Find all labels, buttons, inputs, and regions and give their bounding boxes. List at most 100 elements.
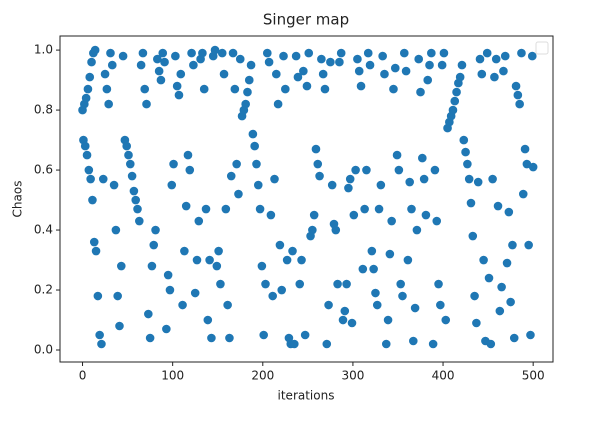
point (365, 60, 375, 70)
point (477, 69, 487, 79)
point (369, 264, 378, 274)
point (495, 306, 505, 316)
point (412, 225, 422, 235)
point (225, 333, 234, 343)
point (270, 174, 279, 184)
point (358, 264, 368, 274)
point (409, 336, 418, 346)
point (221, 204, 231, 214)
point (367, 246, 377, 256)
point (172, 81, 182, 91)
point (192, 255, 202, 265)
point (104, 99, 113, 109)
point (425, 60, 434, 70)
point (95, 330, 104, 340)
point (421, 210, 431, 220)
point (414, 54, 424, 64)
point (518, 189, 528, 199)
point (252, 159, 261, 169)
point (194, 216, 204, 226)
point (385, 249, 395, 259)
point (371, 288, 380, 298)
y-tick-label: 0.8 (34, 103, 53, 117)
point (169, 159, 178, 169)
point (131, 195, 141, 205)
point (342, 279, 351, 289)
point (113, 291, 122, 301)
y-axis-label: Chaos (11, 181, 25, 218)
point (87, 57, 96, 67)
point (228, 48, 238, 58)
point (106, 48, 115, 58)
point (405, 177, 414, 187)
x-tick-label: 200 (251, 369, 274, 383)
point (290, 339, 299, 349)
point (133, 204, 142, 214)
point (149, 240, 159, 250)
point (255, 204, 265, 214)
point (125, 159, 135, 169)
point (513, 90, 523, 100)
point (464, 174, 474, 184)
point (315, 171, 324, 181)
point (399, 48, 409, 58)
point (122, 141, 131, 151)
x-tick-label: 400 (432, 369, 455, 383)
point (189, 60, 198, 70)
point (111, 225, 121, 235)
point (98, 174, 108, 184)
point (205, 255, 214, 265)
point (250, 141, 259, 151)
plot-frame (59, 35, 554, 363)
point (392, 150, 402, 160)
point (135, 216, 144, 226)
x-tick-label: 0 (79, 369, 87, 383)
point (463, 159, 472, 169)
point (482, 48, 492, 58)
point (430, 165, 440, 175)
point (176, 69, 186, 79)
point (109, 180, 119, 190)
point (455, 72, 465, 82)
point (372, 300, 382, 310)
point (410, 303, 420, 313)
point (336, 48, 346, 58)
point (217, 48, 227, 58)
y-tick-label: 0.4 (34, 223, 53, 237)
point (261, 279, 270, 289)
point (520, 144, 530, 154)
point (300, 330, 310, 340)
point (138, 48, 148, 58)
y-tick-label: 0.6 (34, 163, 53, 177)
point (347, 318, 357, 328)
point (86, 174, 95, 184)
point (230, 84, 240, 94)
point (387, 216, 396, 226)
point (136, 60, 146, 70)
point (318, 69, 328, 79)
point (381, 339, 391, 349)
point (450, 96, 460, 106)
point (171, 51, 180, 61)
point (360, 204, 369, 214)
point (90, 45, 100, 55)
point (259, 330, 268, 340)
point (190, 288, 200, 298)
point (142, 99, 151, 109)
point (153, 54, 162, 64)
point (502, 258, 512, 268)
point (145, 333, 155, 343)
chart-title: Singer map (263, 11, 349, 29)
y-tick-label: 0.2 (34, 283, 53, 297)
point (353, 54, 362, 64)
point (527, 51, 537, 61)
point (362, 165, 371, 175)
point (203, 315, 213, 325)
point (83, 84, 93, 94)
x-axis-label: iterations (278, 389, 335, 403)
point (472, 318, 481, 328)
point (246, 60, 256, 70)
point (288, 246, 297, 256)
point (244, 75, 254, 85)
